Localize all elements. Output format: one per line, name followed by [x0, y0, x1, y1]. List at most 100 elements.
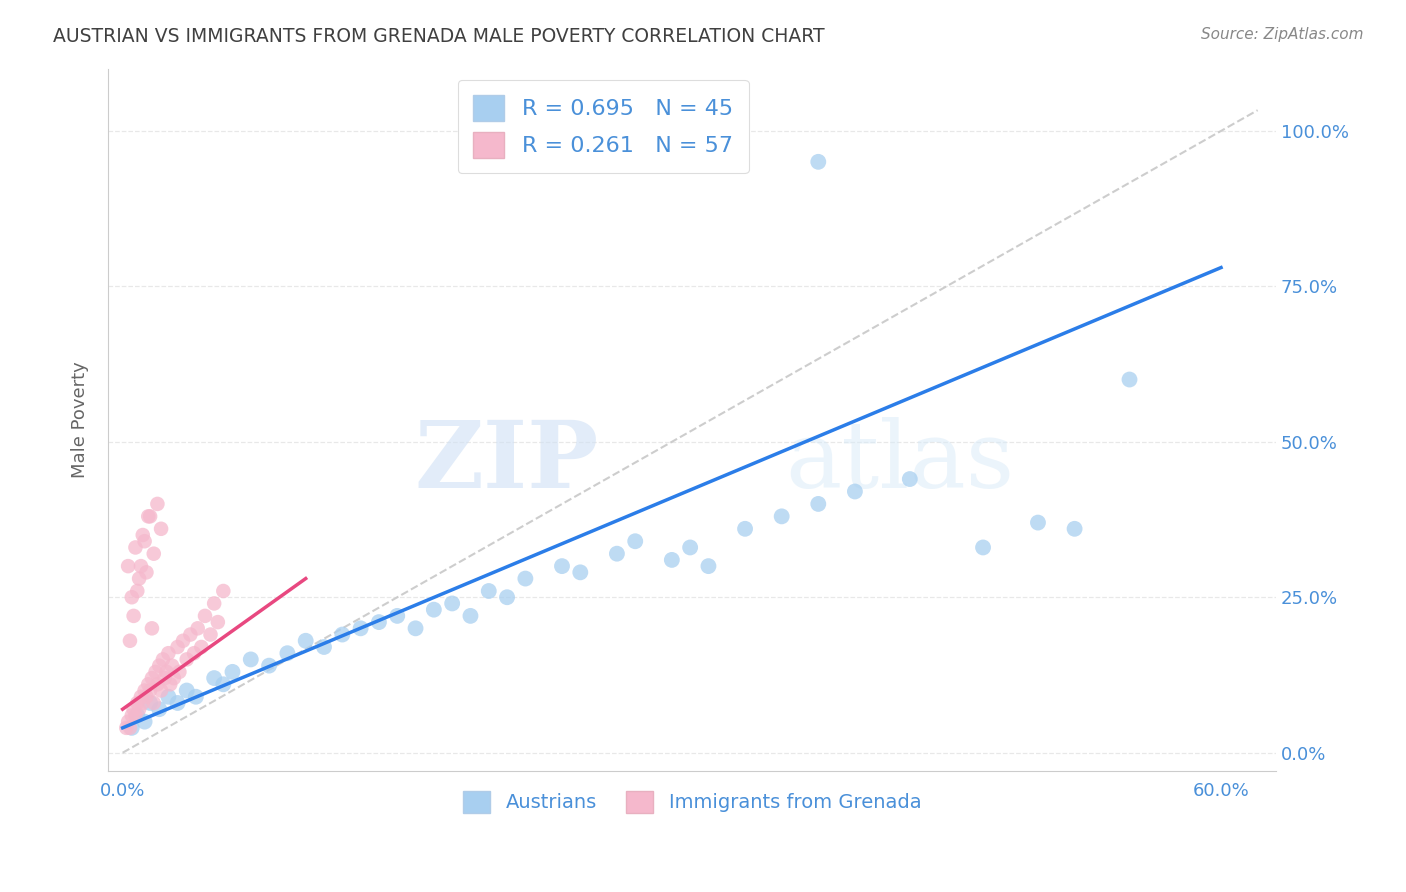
- Point: [569, 566, 592, 580]
- Point: [134, 534, 156, 549]
- Point: [176, 652, 198, 666]
- Point: [807, 154, 830, 169]
- Point: [146, 497, 169, 511]
- Point: [190, 640, 212, 654]
- Point: [1026, 516, 1049, 530]
- Point: [139, 683, 162, 698]
- Point: [387, 608, 409, 623]
- Point: [135, 566, 157, 580]
- Point: [423, 602, 446, 616]
- Text: AUSTRIAN VS IMMIGRANTS FROM GRENADA MALE POVERTY CORRELATION CHART: AUSTRIAN VS IMMIGRANTS FROM GRENADA MALE…: [53, 27, 825, 45]
- Point: [159, 677, 181, 691]
- Point: [202, 671, 225, 685]
- Point: [679, 541, 702, 555]
- Point: [155, 665, 177, 679]
- Point: [148, 702, 170, 716]
- Point: [276, 646, 298, 660]
- Point: [157, 646, 180, 660]
- Point: [146, 677, 169, 691]
- Point: [179, 627, 201, 641]
- Point: [142, 696, 165, 710]
- Point: [184, 690, 207, 704]
- Y-axis label: Male Poverty: Male Poverty: [72, 361, 89, 478]
- Point: [172, 633, 194, 648]
- Point: [163, 671, 186, 685]
- Point: [135, 690, 157, 704]
- Point: [117, 559, 139, 574]
- Point: [132, 528, 155, 542]
- Point: [207, 615, 229, 629]
- Point: [1063, 522, 1085, 536]
- Point: [141, 671, 163, 685]
- Point: [134, 714, 156, 729]
- Point: [294, 633, 316, 648]
- Point: [127, 696, 149, 710]
- Point: [117, 714, 139, 729]
- Point: [212, 677, 235, 691]
- Point: [139, 696, 162, 710]
- Point: [122, 702, 145, 716]
- Point: [127, 584, 149, 599]
- Point: [150, 522, 173, 536]
- Point: [239, 652, 262, 666]
- Point: [128, 702, 150, 716]
- Text: ZIP: ZIP: [415, 417, 599, 508]
- Point: [624, 534, 647, 549]
- Legend: Austrians, Immigrants from Grenada: Austrians, Immigrants from Grenada: [451, 779, 934, 825]
- Point: [368, 615, 391, 629]
- Point: [157, 690, 180, 704]
- Point: [124, 708, 146, 723]
- Point: [121, 591, 143, 605]
- Point: [1118, 372, 1140, 386]
- Point: [152, 652, 174, 666]
- Point: [121, 721, 143, 735]
- Point: [551, 559, 574, 574]
- Text: atlas: atlas: [786, 417, 1015, 508]
- Point: [129, 559, 152, 574]
- Point: [844, 484, 866, 499]
- Point: [127, 708, 149, 723]
- Point: [496, 591, 519, 605]
- Point: [118, 633, 141, 648]
- Point: [160, 658, 183, 673]
- Point: [122, 608, 145, 623]
- Point: [136, 509, 159, 524]
- Point: [153, 671, 176, 685]
- Point: [121, 708, 143, 723]
- Point: [148, 658, 170, 673]
- Point: [169, 665, 191, 679]
- Point: [145, 665, 167, 679]
- Point: [115, 721, 138, 735]
- Point: [142, 547, 165, 561]
- Point: [183, 646, 205, 660]
- Text: Source: ZipAtlas.com: Source: ZipAtlas.com: [1201, 27, 1364, 42]
- Point: [129, 690, 152, 704]
- Point: [128, 572, 150, 586]
- Point: [202, 597, 225, 611]
- Point: [187, 621, 209, 635]
- Point: [176, 683, 198, 698]
- Point: [134, 683, 156, 698]
- Point: [606, 547, 628, 561]
- Point: [349, 621, 371, 635]
- Point: [166, 640, 188, 654]
- Point: [972, 541, 994, 555]
- Point: [661, 553, 683, 567]
- Point: [150, 683, 173, 698]
- Point: [807, 497, 830, 511]
- Point: [124, 541, 146, 555]
- Point: [312, 640, 335, 654]
- Point: [166, 696, 188, 710]
- Point: [734, 522, 756, 536]
- Point: [330, 627, 353, 641]
- Point: [132, 696, 155, 710]
- Point: [478, 584, 501, 599]
- Point: [194, 608, 217, 623]
- Point: [460, 608, 482, 623]
- Point: [141, 621, 163, 635]
- Point: [212, 584, 235, 599]
- Point: [770, 509, 793, 524]
- Point: [118, 721, 141, 735]
- Point: [697, 559, 720, 574]
- Point: [405, 621, 427, 635]
